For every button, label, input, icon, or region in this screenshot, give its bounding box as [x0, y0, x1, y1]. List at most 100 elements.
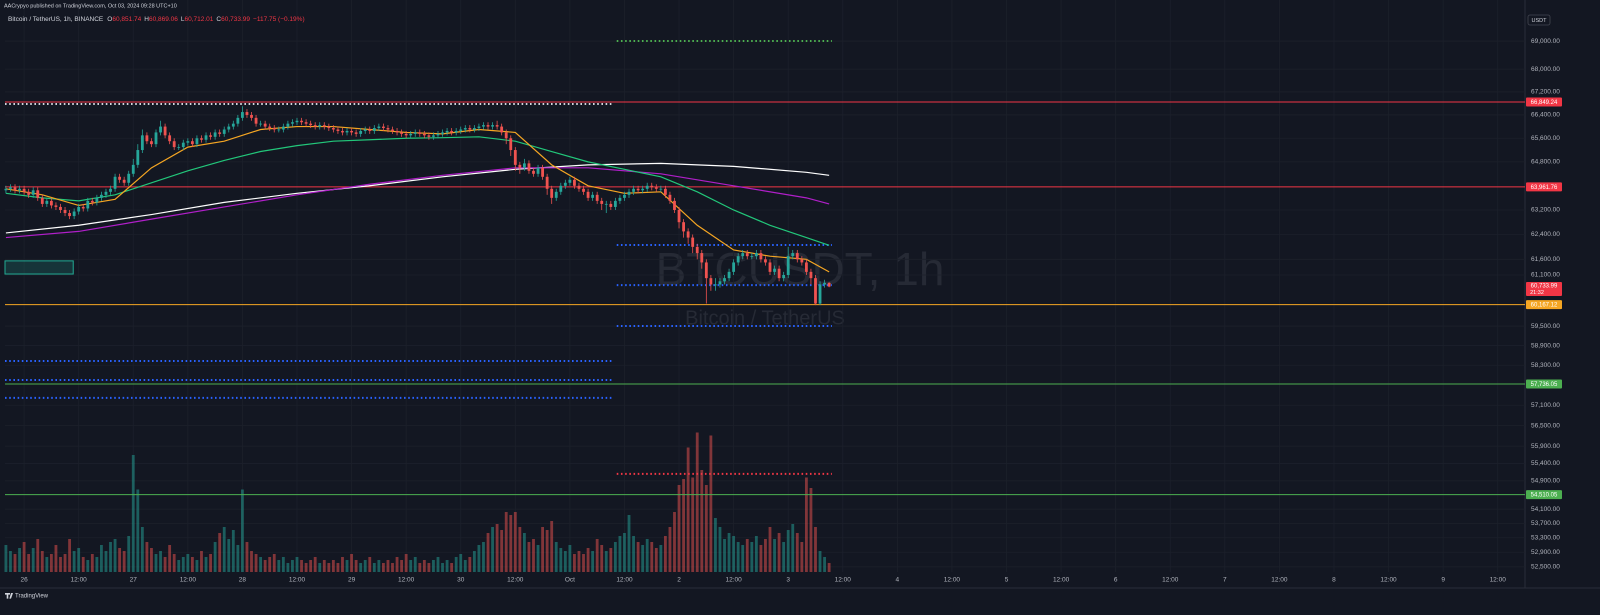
ohlc-value: 60,733.99 [221, 16, 250, 23]
volume-bar [40, 551, 44, 572]
volume-bar [432, 560, 435, 572]
moving-average [5, 167, 830, 239]
candle-body [814, 278, 817, 304]
candle-body [291, 122, 294, 124]
volume-bar [154, 554, 158, 572]
volume-bar [613, 542, 617, 572]
volume-bar [559, 548, 563, 572]
candle-body [131, 164, 135, 174]
y-tick-label: 61,600.00 [1531, 256, 1560, 263]
candle-body [286, 123, 290, 127]
plot: 69,000.00 68,000.00 67,200.00 66,400.00 65,6… [4, 0, 1562, 584]
x-tick-label: 12:00 [1162, 577, 1179, 584]
y-tick-label: 68,000.00 [1531, 66, 1560, 73]
candle-body [586, 191, 590, 198]
candle-body [568, 179, 572, 183]
volume-bar [286, 563, 290, 572]
price-tag [1526, 490, 1562, 500]
volume-bar [668, 527, 672, 572]
volume-bar [741, 545, 745, 572]
volume-bar [295, 557, 299, 572]
candle-body [95, 197, 99, 203]
volume-bar [81, 557, 85, 572]
y-tick-label: 54,100.00 [1531, 506, 1560, 513]
volume-bar [468, 557, 472, 572]
volume-bar [436, 557, 440, 572]
x-tick-label: 3 [786, 577, 790, 584]
volume-bar [472, 551, 476, 572]
volume-bar [636, 542, 640, 572]
candle-body [313, 125, 317, 127]
candle-body [545, 176, 549, 189]
volume-bar [377, 560, 381, 572]
candle-body [727, 271, 731, 279]
candle-body [532, 170, 535, 174]
candle-body [682, 222, 685, 232]
volume-bar [450, 563, 454, 572]
volume-bar [445, 560, 449, 572]
volume-bar [400, 560, 404, 572]
candle-body [100, 194, 103, 198]
volume-bar [368, 557, 372, 572]
candle-body [163, 126, 167, 136]
volume-bar [709, 435, 713, 572]
volume-bar [759, 545, 763, 572]
volume-bar [695, 432, 699, 572]
volume-bar [768, 527, 772, 572]
y-tick-label: 55,400.00 [1531, 460, 1560, 467]
candle-body [372, 128, 376, 131]
x-tick-label: 4 [896, 577, 900, 584]
volume-bar [495, 524, 499, 572]
candle-body [700, 253, 704, 263]
volume-bar [113, 539, 117, 572]
volume-bar [650, 542, 654, 572]
volume-bar [245, 542, 249, 572]
volume-bar [804, 477, 808, 572]
volume-bar [341, 557, 344, 572]
currency[interactable]: USDT [1532, 18, 1548, 24]
volume-bar [441, 563, 444, 572]
volume-bar [159, 551, 162, 572]
candle-body [9, 187, 12, 189]
y-tick-label: 66,400.00 [1531, 112, 1560, 119]
x-tick-label: 9 [1441, 577, 1445, 584]
candle-body [268, 126, 272, 129]
candle-body [86, 200, 90, 209]
ohlc-key: C [216, 16, 221, 23]
volume-bar [595, 539, 599, 572]
volume-bar [386, 560, 390, 572]
volume-bar [764, 539, 767, 572]
candle-body [463, 128, 467, 130]
volume-bar [95, 557, 99, 572]
candle-body [809, 271, 813, 279]
candle-body [181, 142, 185, 148]
volume-bar [491, 527, 494, 572]
candle-body [591, 194, 595, 198]
candle-body [677, 209, 681, 223]
volume-bar [618, 536, 622, 572]
currency-box[interactable] [1527, 14, 1551, 26]
volume-bar [454, 557, 458, 572]
volume-bar [691, 477, 695, 572]
volume-bar [127, 536, 131, 572]
volume-bar [532, 539, 535, 572]
volume-bar [54, 545, 58, 572]
candle-body [359, 130, 363, 134]
volume-bar [86, 560, 90, 572]
candle-body [754, 253, 758, 257]
candle-body [500, 126, 504, 133]
candle-body [227, 126, 231, 130]
volume-bar [554, 542, 558, 572]
volume-bar [518, 527, 522, 572]
candle-body [31, 190, 35, 195]
candle-body [768, 262, 772, 272]
candle-body [72, 211, 76, 217]
candle-body [795, 253, 799, 260]
candle-body [504, 132, 508, 139]
candle-body [104, 191, 108, 195]
candle-body [45, 200, 49, 204]
volume-bar [13, 554, 17, 572]
candle-body [145, 135, 149, 142]
candle-body [659, 188, 663, 190]
